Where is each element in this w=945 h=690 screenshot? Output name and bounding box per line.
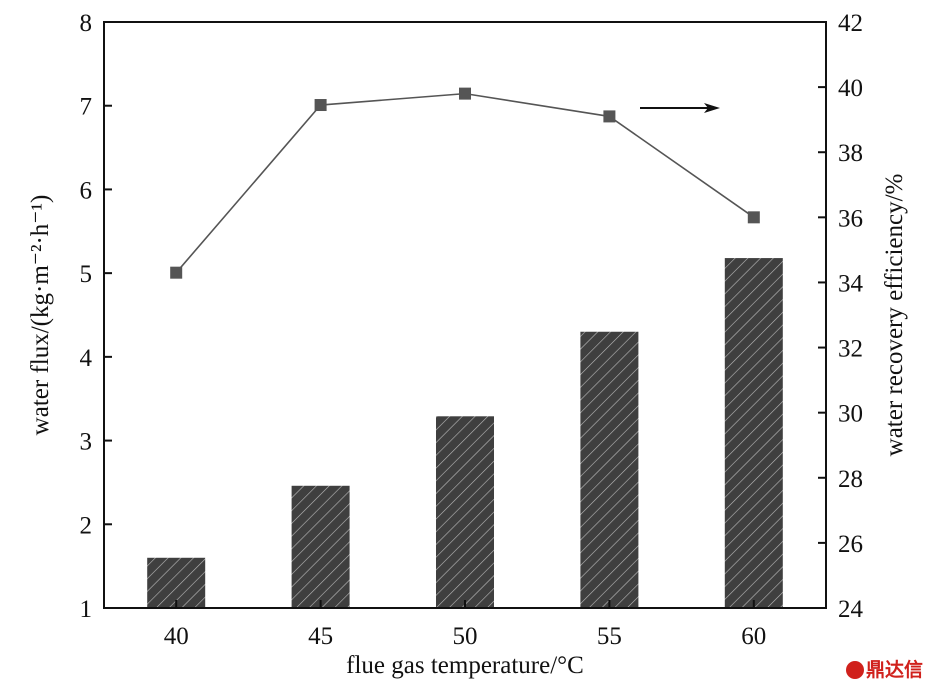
y-tick-label: 3 <box>80 429 93 456</box>
y-tick-label: 8 <box>80 10 93 37</box>
y-right-tick-label: 38 <box>838 140 863 167</box>
efficiency-point-55 <box>603 110 616 123</box>
y-tick-label: 1 <box>80 596 93 623</box>
y-right-tick-label: 26 <box>838 531 863 558</box>
y-right-tick-label: 40 <box>838 75 863 102</box>
y-tick-label: 4 <box>80 345 93 372</box>
y-right-tick-label: 36 <box>838 205 863 232</box>
x-tick-label: 40 <box>164 623 189 650</box>
x-tick-label: 45 <box>308 623 333 650</box>
y-tick-label: 2 <box>80 512 93 539</box>
efficiency-line <box>175 92 755 274</box>
x-tick-label: 50 <box>453 623 478 650</box>
bar-50 <box>436 416 494 608</box>
efficiency-point-50 <box>459 87 471 100</box>
x-axis-label: flue gas temperature/°C <box>346 652 584 679</box>
y-right-tick-label: 42 <box>838 10 863 37</box>
y-right-tick-label: 30 <box>838 401 863 428</box>
y-right-tick-label: 24 <box>838 596 864 623</box>
efficiency-point-40 <box>170 266 183 279</box>
watermark-logo: 鼎达信 <box>846 655 923 682</box>
y-axis-label: water flux/(kg·m⁻²·h⁻¹) <box>27 195 54 436</box>
bar-55 <box>580 331 639 608</box>
efficiency-point-60 <box>747 211 760 224</box>
y-tick-label: 6 <box>80 177 93 204</box>
y-right-tick-label: 34 <box>838 270 864 297</box>
bar-40 <box>147 557 206 608</box>
bar-45 <box>291 485 350 608</box>
x-tick-label: 60 <box>741 623 766 650</box>
efficiency-point-45 <box>314 99 327 112</box>
series-arrow <box>640 103 720 113</box>
y-right-tick-label: 28 <box>838 466 863 493</box>
y-right-tick-label: 32 <box>838 336 863 363</box>
y-tick-label: 7 <box>80 94 93 121</box>
y-tick-label: 5 <box>80 261 93 288</box>
y-axis-right-label: water recovery efficiency/% <box>881 174 908 457</box>
x-tick-label: 55 <box>597 623 622 650</box>
bar-60 <box>724 258 783 608</box>
